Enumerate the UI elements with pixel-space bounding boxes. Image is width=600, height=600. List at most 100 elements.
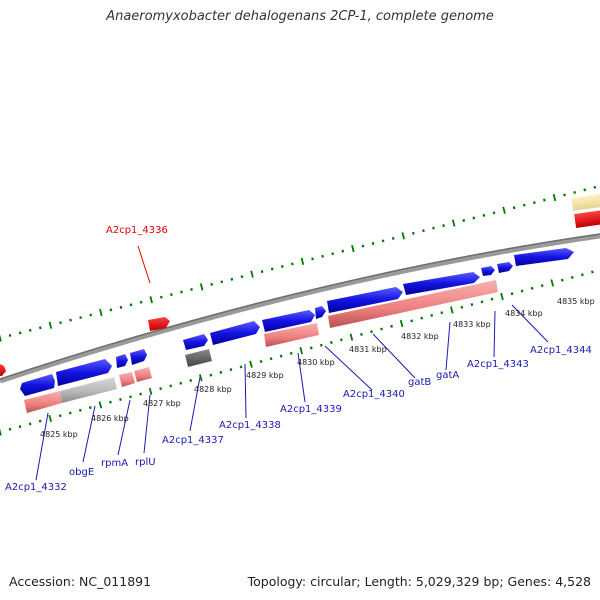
- scale-tick-minor: [109, 308, 113, 312]
- scale-label: 4834 kbp: [505, 309, 543, 318]
- accession-text: Accession: NC_011891: [9, 574, 152, 589]
- scale-label: 4826 kbp: [91, 414, 129, 423]
- scale-tick-minor: [269, 357, 273, 361]
- cds-gatB[interactable]: [403, 272, 480, 295]
- scale-label: 4835 kbp: [557, 297, 595, 306]
- scale-tick-minor: [78, 408, 82, 412]
- scale-tick-major: [349, 333, 354, 341]
- gene-bar-rplU[interactable]: [134, 367, 152, 382]
- cds-a2cp1-4338[interactable]: [210, 321, 260, 345]
- scale-tick-minor: [560, 278, 564, 282]
- scale-tick-minor: [311, 257, 314, 261]
- cds-a2cp1-4344[interactable]: [514, 248, 574, 266]
- gene-label[interactable]: A2cp1_4344: [530, 345, 592, 356]
- scale-label: 4833 kbp: [453, 320, 491, 329]
- scale-tick-minor: [321, 254, 324, 258]
- gene-bar-rpmA[interactable]: [119, 372, 135, 387]
- scale-tick-minor: [230, 277, 234, 281]
- cds-a2cp1-4339[interactable]: [262, 310, 315, 332]
- scale-tick-minor: [432, 226, 435, 230]
- scale-tick-major: [0, 334, 2, 342]
- cds-a2cp1-4340a[interactable]: [315, 306, 326, 319]
- gene-label[interactable]: A2cp1_4340: [343, 389, 405, 400]
- scale-tick-minor: [79, 316, 83, 320]
- gene-label[interactable]: A2cp1_4338: [219, 420, 281, 431]
- scale-tick-major: [450, 306, 454, 314]
- scale-tick-minor: [390, 324, 393, 328]
- gene-label[interactable]: gatA: [436, 370, 459, 381]
- gene-bar-obgE[interactable]: [60, 377, 117, 403]
- scale-tick-minor: [563, 193, 566, 197]
- feature-left-edge-red[interactable]: [0, 364, 6, 376]
- scale-tick-major: [250, 270, 254, 278]
- cds-a2cp1-4343[interactable]: [497, 262, 513, 273]
- scale-tick-minor: [422, 229, 425, 233]
- gene-bar-a2cp1-4340-gatA[interactable]: [328, 280, 498, 328]
- gene-track: [24, 280, 498, 413]
- gene-label[interactable]: rpmA: [101, 458, 128, 469]
- scale-tick-minor: [543, 198, 546, 202]
- feature-a2cp1-4336[interactable]: [148, 317, 170, 331]
- scale-tick-minor: [240, 275, 244, 279]
- scale-tick-minor: [229, 368, 233, 372]
- gene-label[interactable]: A2cp1_4332: [5, 482, 67, 493]
- scale-labels: 4825 kbp 4826 kbp 4827 kbp 4828 kbp 4829…: [40, 297, 595, 439]
- scale-tick-minor: [59, 321, 62, 325]
- scale-tick-minor: [593, 185, 597, 189]
- gene-label[interactable]: A2cp1_4337: [162, 435, 224, 446]
- cds-gatA[interactable]: [481, 266, 495, 276]
- scale-tick-minor: [370, 330, 373, 334]
- gene-label[interactable]: A2cp1_4339: [280, 404, 342, 415]
- scale-tick-minor: [119, 305, 123, 309]
- scale-tick-minor: [119, 397, 122, 401]
- scale-label: 4829 kbp: [246, 371, 284, 380]
- scale-tick-minor: [380, 327, 383, 331]
- scale-tick-major: [399, 319, 404, 328]
- scale-tick-minor: [532, 201, 536, 205]
- scale-tick-minor: [139, 392, 142, 396]
- gene-label[interactable]: rplU: [135, 457, 156, 468]
- scale-tick-major: [99, 308, 103, 317]
- scale-tick-minor: [319, 343, 323, 347]
- feature-top-right-red[interactable]: [574, 209, 600, 229]
- gene-bar-a2cp1-4339[interactable]: [264, 323, 319, 347]
- cds-a2cp1-4340[interactable]: [327, 287, 403, 313]
- feature-top-right-yellow[interactable]: [571, 193, 600, 211]
- gene-bar-a2cp1-4332[interactable]: [24, 391, 62, 413]
- cds-obgE[interactable]: [56, 359, 112, 386]
- scale-label: 4832 kbp: [401, 332, 439, 341]
- scale-tick-minor: [470, 303, 474, 307]
- scale-tick-minor: [18, 425, 22, 429]
- scale-tick-minor: [28, 328, 32, 332]
- scale-tick-minor: [159, 295, 163, 299]
- gene-labels: A2cp1_4332 obgE rpmA rplU A2cp1_4337 A2c…: [5, 345, 592, 493]
- scale-tick-minor: [170, 293, 173, 297]
- scale-tick-major: [451, 219, 456, 227]
- scale-tick-minor: [580, 273, 584, 277]
- cds-a2cp1-4337[interactable]: [183, 334, 208, 350]
- scale-tick-major: [0, 428, 2, 436]
- scale-label: 4831 kbp: [349, 345, 387, 354]
- scale-tick-major: [148, 387, 153, 395]
- gene-label[interactable]: A2cp1_4343: [467, 359, 529, 370]
- gene-label[interactable]: obgE: [69, 467, 94, 478]
- gene-label-highlight[interactable]: A2cp1_4336: [106, 225, 168, 236]
- cds-rpmA[interactable]: [116, 354, 128, 368]
- scale-tick-minor: [420, 316, 424, 320]
- scale-tick-minor: [430, 313, 434, 317]
- scale-tick-minor: [371, 242, 375, 245]
- scale-tick-minor: [360, 332, 363, 336]
- scale-tick-minor: [530, 286, 534, 290]
- leader-line-a2cp1-4336: [137, 245, 151, 284]
- scale-tick-minor: [58, 414, 62, 418]
- scale-tick-minor: [109, 400, 112, 404]
- gene-bar-a2cp1-4337[interactable]: [185, 349, 212, 367]
- scale-tick-minor: [381, 239, 385, 243]
- scale-tick-minor: [88, 406, 92, 410]
- gene-label[interactable]: gatB: [408, 377, 431, 388]
- cds-rplU[interactable]: [130, 349, 147, 365]
- scale-tick-minor: [339, 338, 343, 342]
- outer-scale: [0, 185, 597, 342]
- cds-a2cp1-4332[interactable]: [20, 374, 55, 396]
